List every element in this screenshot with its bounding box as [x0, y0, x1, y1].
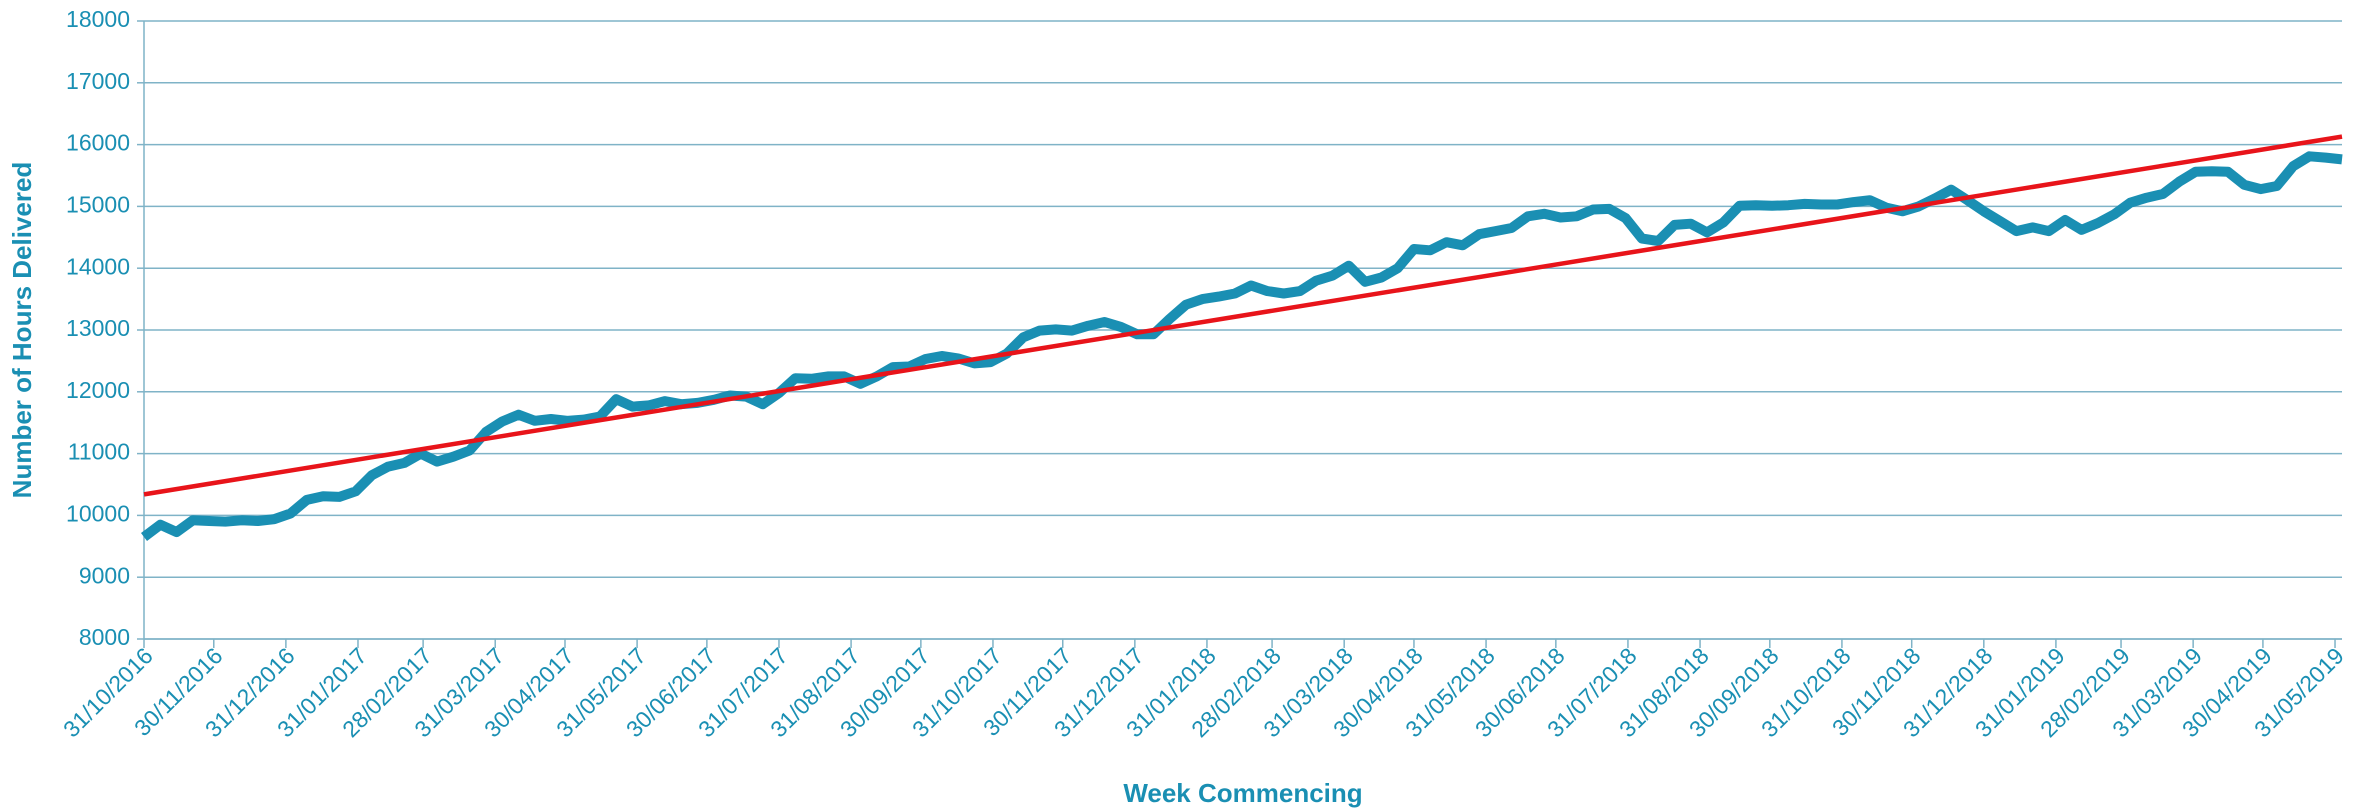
y-tick-label: 14000 — [66, 253, 130, 279]
y-tick-label: 9000 — [79, 562, 130, 588]
y-tick-label: 16000 — [66, 130, 130, 156]
trend-line — [143, 134, 2343, 497]
y-tick-label: 11000 — [68, 439, 130, 465]
y-tick-label: 12000 — [66, 377, 130, 403]
y-tick-label: 8000 — [79, 624, 130, 650]
data-line — [140, 151, 2343, 541]
y-tick-label: 17000 — [66, 68, 130, 94]
y-tick-label: 15000 — [66, 191, 130, 217]
y-tick-label: 18000 — [66, 6, 130, 32]
y-tick-label: 10000 — [66, 500, 130, 526]
y-axis-title: Number of Hours Delivered — [7, 162, 37, 499]
x-axis-title: Week Commencing — [1123, 778, 1362, 808]
y-tick-label: 13000 — [66, 315, 130, 341]
